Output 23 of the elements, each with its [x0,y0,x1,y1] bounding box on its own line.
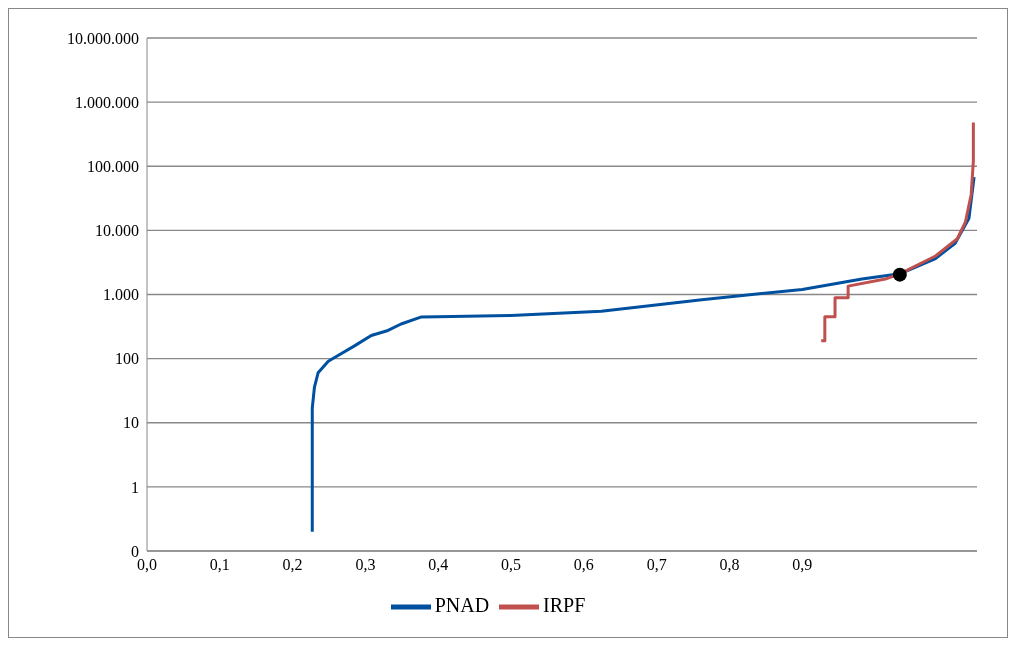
x-tick-label: 0,1 [209,556,230,574]
y-tick-label: 10.000.000 [67,29,139,47]
y-tick-label: 10 [123,414,139,432]
x-tick-label: 0,6 [573,556,594,574]
line-series [310,175,976,534]
y-tick-label: 10.000 [95,222,139,240]
x-tick-label: 0,3 [355,556,376,574]
x-tick-label: 0,8 [719,556,740,574]
y-tick-label: 1.000.000 [75,93,139,111]
y-tick-label: 100 [115,350,139,368]
x-tick-label: 0,2 [282,556,303,574]
y-tick-label: 0 [131,542,139,560]
x-tick-label: 0,5 [501,556,522,574]
x-tick-label: 0,0 [137,556,157,574]
y-tick-label: 1.000 [103,286,139,304]
y-tick-label: 1 [131,478,139,496]
legend-label: PNAD [434,593,490,616]
line-series [819,121,975,343]
x-tick-label: 0,7 [646,556,667,574]
x-tick-label: 0,4 [428,556,449,574]
x-tick-label: 0,9 [792,556,813,574]
y-tick-label: 100.000 [87,157,139,175]
legend-label: IRPF [543,593,586,616]
